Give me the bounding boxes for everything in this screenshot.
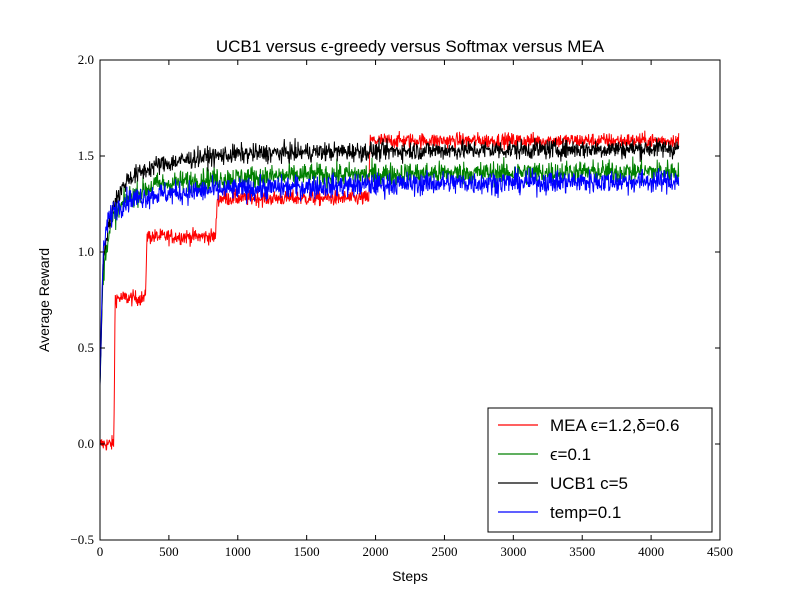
x-tick-label: 500: [159, 544, 179, 559]
x-tick-label: 0: [97, 544, 104, 559]
axes-frame: [99, 59, 721, 541]
legend-label: MEA ϵ=1.2,δ=0.6: [550, 416, 679, 435]
x-axis-label: Steps: [392, 568, 428, 584]
y-tick-label: 2.0: [78, 52, 94, 67]
x-tick-label: 1500: [294, 544, 320, 559]
legend-box: [487, 407, 713, 533]
y-axis-label: Average Reward: [36, 248, 52, 352]
series-line-0: [99, 130, 680, 451]
x-tick-label: 3000: [500, 544, 526, 559]
y-tick-label: 0.0: [78, 436, 94, 451]
y-tick-label: 1.5: [78, 148, 94, 163]
y-tick-label: 1.0: [78, 244, 94, 259]
x-tick-label: 4000: [638, 544, 664, 559]
series-layer: [99, 130, 680, 451]
y-tick-label: −0.5: [70, 532, 94, 547]
x-tick-label: 3500: [569, 544, 595, 559]
x-tick-label: 2000: [363, 544, 389, 559]
legend-label: ϵ=0.1: [550, 445, 591, 464]
chart-title: UCB1 versus ϵ-greedy versus Softmax vers…: [216, 37, 605, 56]
y-tick-label: 0.5: [78, 340, 94, 355]
x-tick-label: 4500: [707, 544, 733, 559]
legend-label: temp=0.1: [550, 503, 621, 522]
series-line-3: [99, 166, 680, 386]
series-line-2: [99, 137, 680, 385]
legend-label: UCB1 c=5: [550, 474, 628, 493]
x-tick-label: 2500: [431, 544, 457, 559]
x-tick-label: 1000: [225, 544, 251, 559]
legend: MEA ϵ=1.2,δ=0.6 ϵ=0.1 UCB1 c=5 temp=0.1: [487, 407, 713, 533]
ticks-layer: 0 500 1000 1500 2000 2500 3000 3500 4000 4500 −0.5…: [70, 52, 733, 559]
